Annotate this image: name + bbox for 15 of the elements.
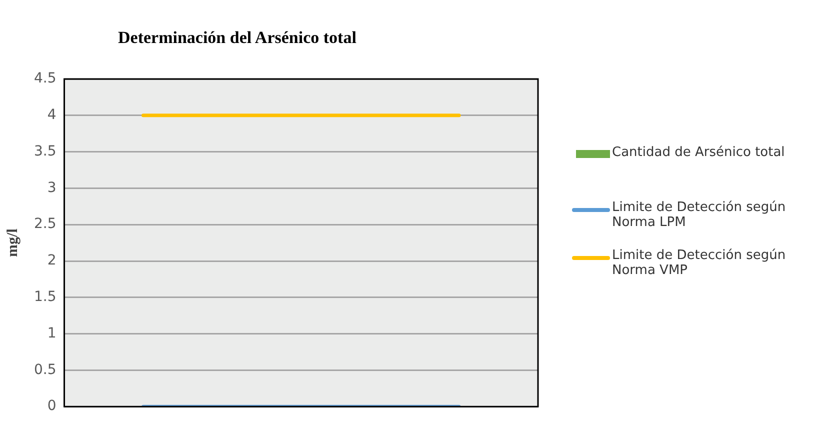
y-tick-label: 0: [47, 398, 56, 414]
y-tick-label: 4.5: [34, 70, 56, 87]
y-tick-label: 1: [47, 325, 56, 342]
y-tick-label: 2.5: [34, 216, 56, 232]
chart-title: Determinación del Arsénico total: [118, 28, 356, 48]
y-tick-label: 4: [47, 107, 56, 124]
legend-label: Limite de Detección según Norma LPM: [612, 200, 787, 230]
y-tick-label: 2: [47, 252, 56, 269]
y-tick-label: 0.5: [34, 362, 56, 378]
legend-label: Limite de Detección según Norma VMP: [612, 248, 787, 278]
y-tick-label: 1.5: [34, 289, 56, 306]
y-tick-label: 3: [47, 180, 56, 196]
y-axis-title: mg/l: [4, 228, 21, 257]
legend-label: Cantidad de Arsénico total: [612, 145, 785, 160]
y-tick-label: 3.5: [34, 143, 56, 160]
